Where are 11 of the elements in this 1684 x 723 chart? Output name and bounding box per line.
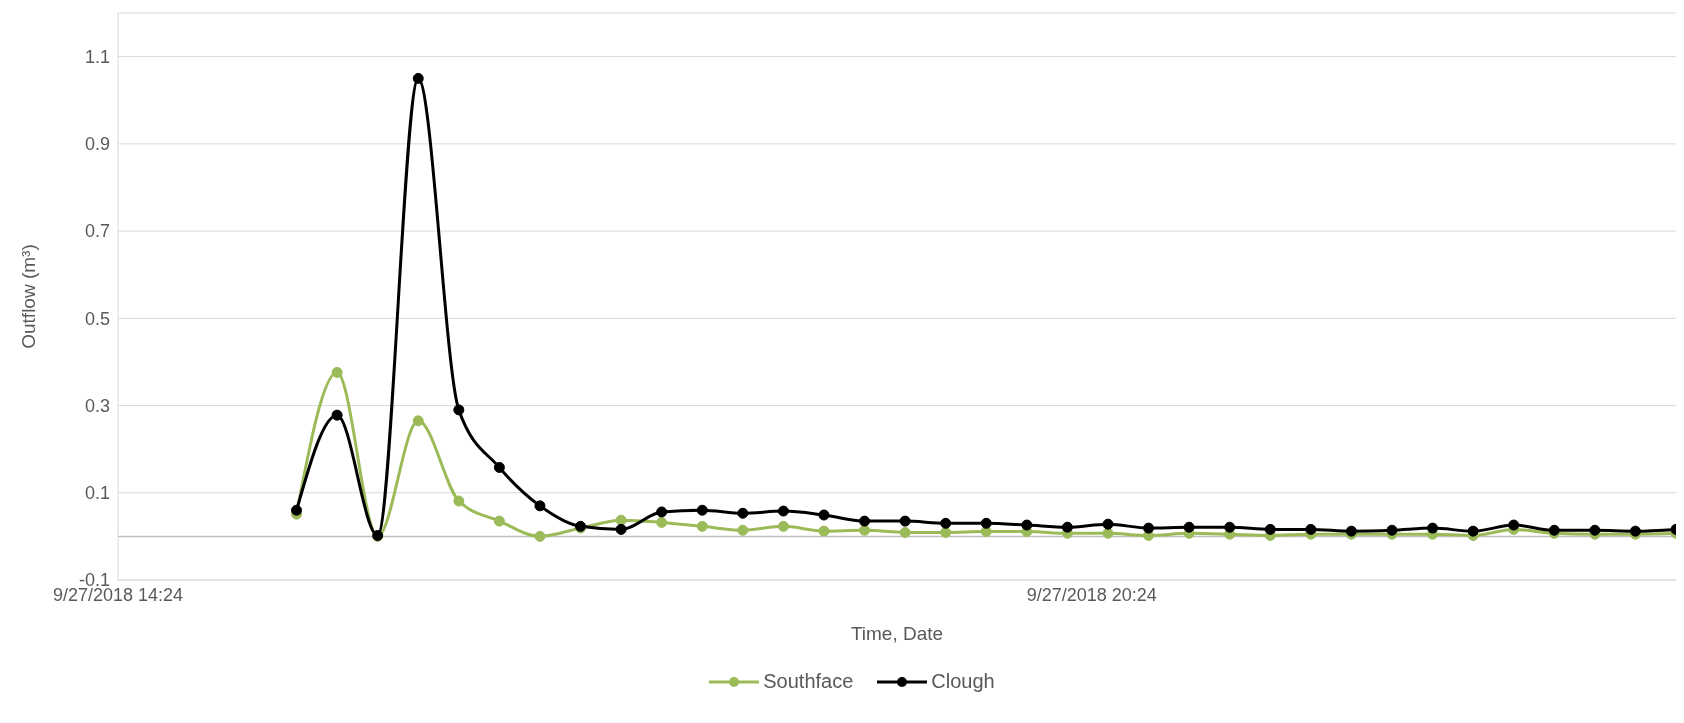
- legend-label: Southface: [763, 670, 854, 693]
- y-tick-label: 0.1: [84, 483, 110, 504]
- y-axis-title: Outflow (m³): [17, 244, 39, 349]
- y-tick-label: 0.3: [84, 395, 110, 416]
- y-tick-label: 0.5: [84, 308, 110, 329]
- y-tick-label: 0.9: [84, 134, 110, 155]
- x-tick-label: 9/27/2018 20:24: [1026, 584, 1157, 605]
- y-tick-label: 0.7: [84, 221, 110, 242]
- y-tick-label: 1.1: [84, 47, 110, 68]
- legend-label: Clough: [931, 670, 995, 693]
- x-axis-title: Time, Date: [850, 623, 944, 644]
